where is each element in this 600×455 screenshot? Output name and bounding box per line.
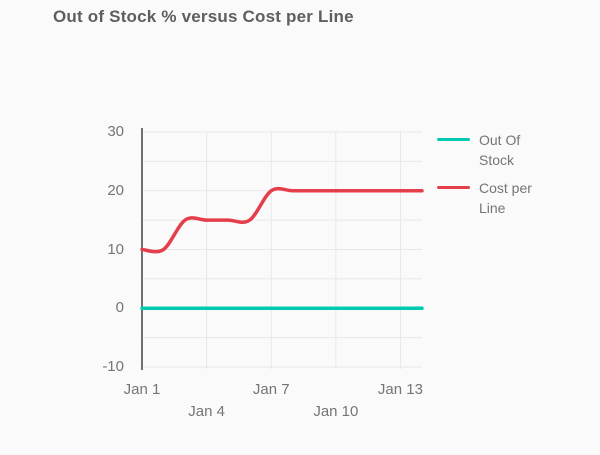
x-tick-label: Jan 7 bbox=[252, 381, 290, 398]
x-tick-label: Jan 1 bbox=[123, 381, 161, 398]
y-tick-label: 10 bbox=[107, 240, 124, 258]
legend-line-swatch-cost-per-line bbox=[437, 186, 470, 189]
legend-line-swatch-out-of-stock bbox=[437, 138, 470, 141]
y-tick-label: 0 bbox=[115, 299, 124, 317]
legend-item-out-of-stock[interactable]: Out Of Stock bbox=[437, 130, 549, 170]
y-tick-label: -10 bbox=[102, 358, 124, 375]
legend-item-cost-per-line[interactable]: Cost per Line bbox=[437, 178, 549, 218]
x-tick-label: Jan 13 bbox=[377, 381, 423, 398]
legend: Out Of Stock Cost per Line bbox=[437, 130, 549, 226]
chart-title: Out of Stock % versus Cost per Line bbox=[53, 7, 354, 26]
legend-label-out-of-stock: Out Of Stock bbox=[479, 132, 521, 168]
x-tick-label: Jan 10 bbox=[313, 403, 359, 420]
x-tick-label: Jan 4 bbox=[188, 403, 225, 420]
legend-label-cost-per-line: Cost per Line bbox=[479, 180, 532, 216]
y-tick-label: 30 bbox=[107, 123, 124, 140]
y-tick-label: 20 bbox=[107, 181, 124, 199]
series-line-cost-per-line bbox=[140, 186, 424, 254]
